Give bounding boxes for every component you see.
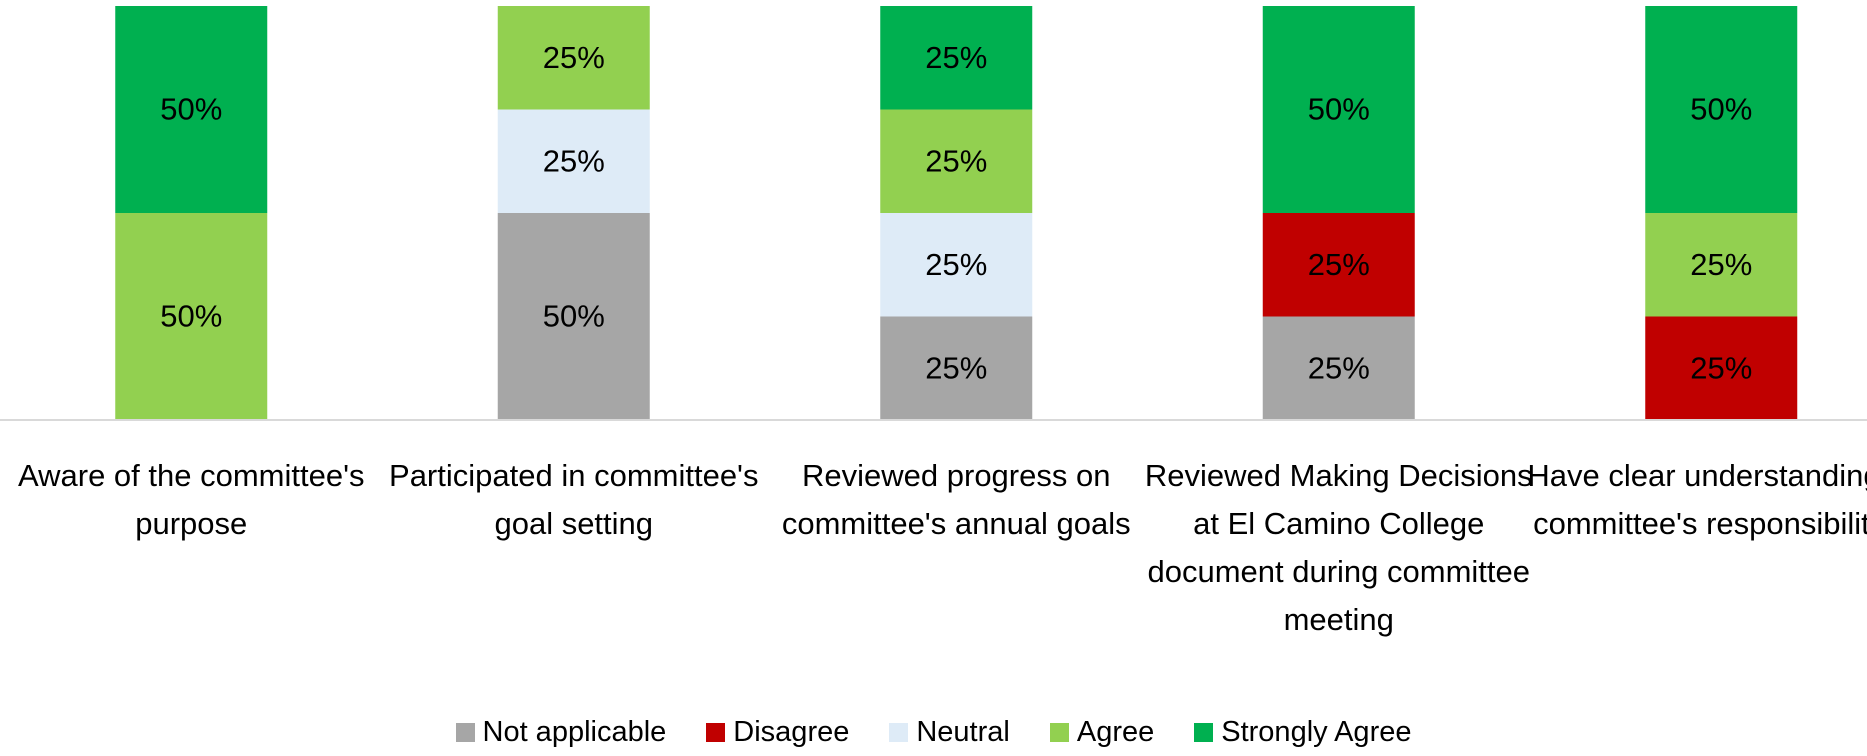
bar-segment bbox=[1262, 6, 1415, 213]
legend-swatch bbox=[889, 723, 909, 742]
x-tick-label: Aware of the committee's purpose bbox=[18, 458, 365, 541]
legend-label: Strongly Agree bbox=[1221, 716, 1412, 748]
legend-label: Not applicable bbox=[482, 716, 667, 748]
bar-segment bbox=[115, 213, 268, 420]
bar-segment bbox=[497, 109, 650, 213]
legend-swatch bbox=[1049, 723, 1069, 742]
data-label: 50% bbox=[1690, 92, 1752, 127]
bar-segment bbox=[497, 213, 650, 420]
legend-swatch bbox=[1194, 723, 1214, 742]
bar-segment bbox=[1262, 213, 1415, 317]
data-label: 50% bbox=[1308, 92, 1370, 127]
bar-segment bbox=[1645, 213, 1798, 317]
data-label: 25% bbox=[925, 143, 987, 178]
legend-item: Strongly Agree bbox=[1194, 716, 1411, 749]
data-label: 50% bbox=[543, 299, 605, 334]
x-tick-label: Reviewed progress on committee's annual … bbox=[781, 458, 1131, 541]
bar-segment bbox=[880, 316, 1033, 420]
data-label: 25% bbox=[925, 247, 987, 282]
data-label: 50% bbox=[160, 299, 222, 334]
data-label: 25% bbox=[1308, 247, 1370, 282]
data-label: 25% bbox=[543, 40, 605, 75]
bar-segment bbox=[880, 213, 1033, 317]
x-tick-label: Reviewed Making Decisions at El Camino C… bbox=[1144, 458, 1533, 637]
legend-item: Neutral bbox=[889, 716, 1010, 749]
bar-segment bbox=[1645, 6, 1798, 213]
data-label: 25% bbox=[1690, 247, 1752, 282]
data-label: 25% bbox=[1308, 350, 1370, 385]
bar-segment bbox=[497, 6, 650, 110]
x-tick-label: Participated in committee's goal setting bbox=[389, 458, 759, 541]
bar-segment bbox=[880, 6, 1033, 110]
bar-segment bbox=[115, 6, 268, 213]
data-label: 25% bbox=[1690, 350, 1752, 385]
legend-swatch bbox=[455, 723, 475, 742]
legend-label: Disagree bbox=[733, 716, 850, 748]
data-label: 25% bbox=[925, 350, 987, 385]
data-label: 25% bbox=[543, 143, 605, 178]
bar-segment bbox=[1262, 316, 1415, 420]
x-tick-label: Have clear understanding of committee's … bbox=[1527, 458, 1867, 541]
bar-segment bbox=[1645, 316, 1798, 420]
legend-item: Not applicable bbox=[455, 716, 667, 749]
data-label: 50% bbox=[160, 92, 222, 127]
legend-swatch bbox=[706, 723, 726, 742]
legend-label: Neutral bbox=[916, 716, 1010, 748]
bar-segment bbox=[880, 109, 1033, 213]
legend-item: Disagree bbox=[706, 716, 849, 749]
legend: Not applicable Disagree Neutral Agree Strong… bbox=[0, 716, 1867, 749]
legend-label: Agree bbox=[1076, 716, 1155, 748]
data-label: 25% bbox=[925, 40, 987, 75]
legend-item: Agree bbox=[1049, 716, 1155, 749]
